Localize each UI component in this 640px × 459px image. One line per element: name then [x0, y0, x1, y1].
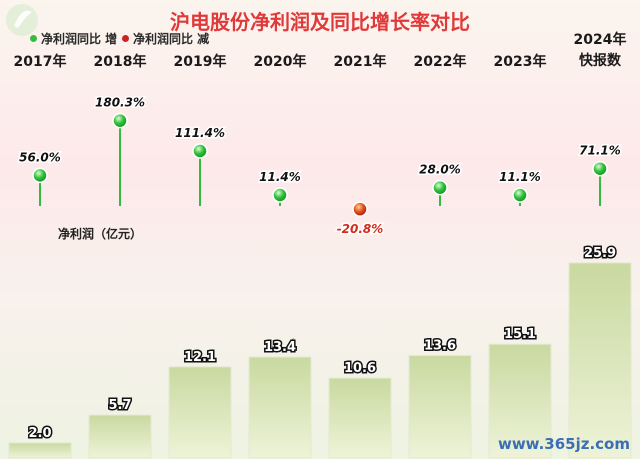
growth-dot	[432, 179, 448, 196]
bar	[488, 343, 552, 459]
legend-decrease-label: 净利润同比 减	[133, 32, 210, 46]
bar	[568, 262, 632, 459]
bar-value-label: 12.1	[184, 350, 216, 365]
category-label: 2018年	[94, 53, 147, 70]
growth-value-label: 11.1%	[499, 170, 541, 184]
category-label: 快报数	[579, 52, 622, 69]
category-label: 2021年	[334, 53, 387, 70]
bar-value-label: 13.4	[264, 340, 296, 355]
growth-value-label: -20.8%	[337, 222, 384, 236]
growth-dot	[272, 187, 288, 203]
bar	[328, 377, 392, 459]
bar	[248, 356, 312, 459]
bar-value-label: 15.1	[504, 327, 536, 342]
growth-value-label: 180.3%	[95, 96, 145, 110]
chart-title: 沪电股份净利润及同比增长率对比	[170, 10, 470, 34]
growth-dot	[592, 160, 608, 177]
bar-series-label: 净利润（亿元）	[58, 227, 143, 241]
growth-value-label: 28.0%	[419, 163, 461, 177]
bar	[8, 442, 72, 459]
growth-dot	[32, 167, 48, 184]
legend-decrease: 净利润同比 减	[122, 30, 209, 47]
legend-increase-dot	[30, 35, 37, 42]
bar	[88, 414, 152, 459]
brand-logo	[6, 4, 38, 36]
bar-value-label: 10.6	[344, 361, 376, 376]
growth-dot	[112, 112, 128, 129]
growth-value-label: 11.4%	[259, 170, 301, 184]
growth-value-label: 56.0%	[19, 150, 61, 164]
bar-value-label: 25.9	[584, 246, 616, 261]
bar	[408, 355, 472, 459]
bar-value-label: 5.7	[108, 398, 131, 413]
category-label: 2022年	[414, 53, 467, 70]
category-label: 2019年	[174, 53, 227, 70]
growth-value-label: 111.4%	[175, 126, 225, 140]
category-label: 2023年	[494, 53, 547, 70]
growth-dot	[192, 143, 208, 159]
watermark: www.365jz.com	[497, 435, 630, 453]
legend-increase: 净利润同比 增	[30, 30, 117, 47]
growth-dot	[352, 201, 368, 217]
legend-decrease-dot	[122, 35, 129, 42]
bar	[168, 366, 232, 459]
bar-value-label: 13.6	[424, 339, 456, 354]
bar-value-label: 2.0	[28, 426, 51, 441]
category-label: 2017年	[14, 53, 67, 70]
category-label: 2020年	[254, 53, 307, 70]
growth-value-label: 71.1%	[579, 144, 621, 158]
growth-dot	[512, 187, 528, 203]
category-label: 2024年	[574, 31, 627, 48]
legend-increase-label: 净利润同比 增	[41, 32, 118, 46]
